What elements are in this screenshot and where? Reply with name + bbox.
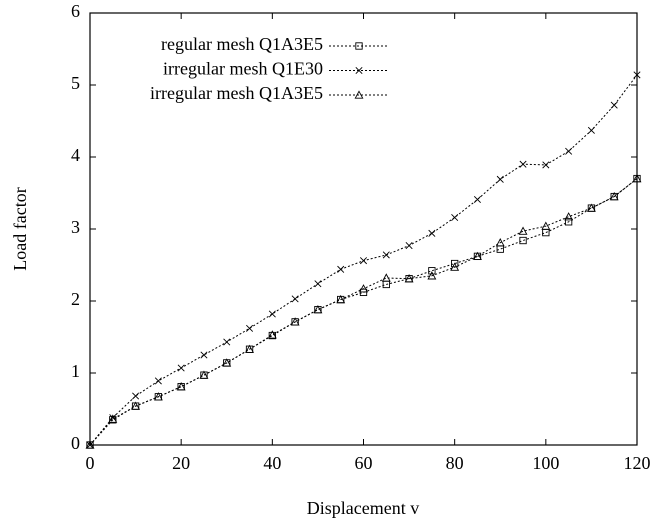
legend-marker <box>355 42 363 50</box>
data-point <box>336 294 346 304</box>
data-point <box>359 284 368 293</box>
data-point <box>381 273 391 282</box>
data-point <box>633 71 641 79</box>
x-tick-label: 0 <box>86 453 95 473</box>
data-point <box>246 324 254 332</box>
data-point <box>519 160 527 168</box>
legend-marker <box>355 66 363 75</box>
data-point <box>450 262 460 271</box>
data-point <box>542 228 550 237</box>
data-point <box>565 147 573 155</box>
y-axis-label: Load factor <box>10 187 30 270</box>
y-tick-label: 1 <box>71 361 80 381</box>
data-point <box>85 440 95 449</box>
x-tick-label: 40 <box>263 453 281 473</box>
data-point <box>153 392 163 401</box>
data-point <box>610 101 618 109</box>
y-tick-label: 6 <box>71 1 80 21</box>
legend-marker <box>354 90 364 99</box>
data-point <box>542 161 550 169</box>
data-point <box>359 257 368 265</box>
data-point <box>314 280 322 288</box>
data-point <box>177 364 185 372</box>
data-point <box>132 392 140 400</box>
data-point <box>519 236 527 245</box>
legend-label: regular mesh Q1A3E5 <box>161 34 323 54</box>
data-point <box>496 175 504 183</box>
data-point <box>632 173 642 183</box>
legend-label: irregular mesh Q1E30 <box>163 59 323 79</box>
y-tick-label: 5 <box>71 73 80 93</box>
data-point <box>131 401 141 410</box>
x-tick-label: 120 <box>624 453 651 473</box>
x-tick-label: 100 <box>532 453 559 473</box>
data-point <box>108 414 118 423</box>
data-point <box>564 218 573 226</box>
x-tick-label: 60 <box>355 453 373 473</box>
x-tick-label: 20 <box>172 453 190 473</box>
data-point <box>267 330 277 339</box>
x-tick-label: 80 <box>446 453 464 473</box>
data-point <box>200 351 208 359</box>
data-point <box>587 126 595 134</box>
data-point <box>518 226 528 235</box>
data-point <box>496 245 504 253</box>
data-point <box>564 212 574 221</box>
data-point <box>428 229 436 237</box>
data-point <box>609 191 619 201</box>
data-point <box>109 416 117 424</box>
data-point <box>291 295 299 303</box>
data-point <box>313 304 323 314</box>
data-point <box>268 331 276 340</box>
data-point <box>495 238 505 247</box>
data-point <box>268 310 276 318</box>
data-point <box>451 213 459 221</box>
data-point <box>428 267 436 275</box>
data-point <box>223 338 231 346</box>
data-point <box>222 358 232 367</box>
data-point <box>176 382 186 391</box>
data-point <box>245 344 254 353</box>
data-point <box>199 370 209 379</box>
y-tick-label: 3 <box>71 217 80 237</box>
y-tick-label: 2 <box>71 289 80 309</box>
series-line <box>89 74 638 446</box>
y-tick-label: 0 <box>71 433 80 453</box>
data-point <box>473 251 482 261</box>
data-point <box>473 195 481 203</box>
data-point <box>404 274 414 283</box>
x-axis-label: Displacement v <box>307 498 419 518</box>
data-point <box>290 317 300 326</box>
data-point <box>427 271 437 280</box>
y-tick-label: 4 <box>71 145 80 165</box>
data-point <box>405 242 413 250</box>
data-point <box>154 377 162 385</box>
series-line <box>89 178 638 446</box>
data-point <box>586 203 596 212</box>
data-point <box>541 221 551 230</box>
series-line <box>89 178 638 446</box>
data-point <box>337 265 345 273</box>
data-point <box>382 251 390 259</box>
legend-label: irregular mesh Q1A3E5 <box>150 83 323 103</box>
